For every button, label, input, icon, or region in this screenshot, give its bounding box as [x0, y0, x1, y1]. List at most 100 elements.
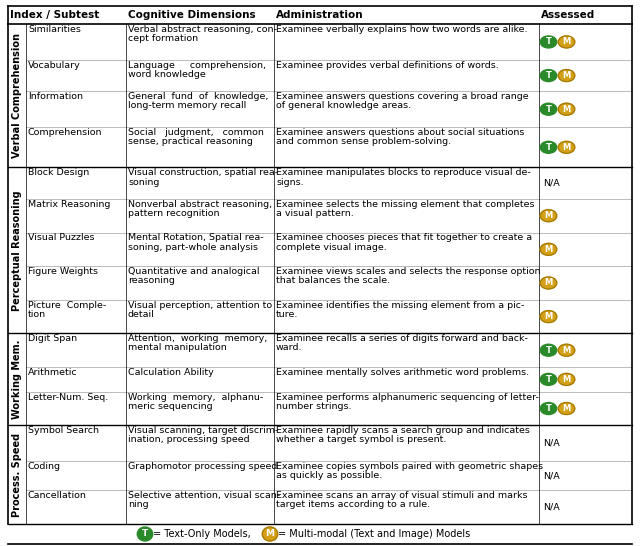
Text: Symbol Search: Symbol Search — [28, 426, 99, 435]
Text: Calculation Ability: Calculation Ability — [128, 368, 214, 377]
Text: Matrix Reasoning: Matrix Reasoning — [28, 200, 110, 209]
Ellipse shape — [540, 277, 557, 289]
Text: a visual pattern.: a visual pattern. — [276, 209, 354, 218]
Ellipse shape — [540, 210, 557, 222]
Text: Examinee performs alphanumeric sequencing of letter-: Examinee performs alphanumeric sequencin… — [276, 393, 539, 402]
Text: M: M — [563, 375, 571, 384]
Text: Selective attention, visual scan-: Selective attention, visual scan- — [128, 491, 280, 500]
Ellipse shape — [558, 36, 575, 48]
Ellipse shape — [558, 141, 575, 153]
Text: M: M — [545, 211, 552, 220]
Text: N/A: N/A — [543, 503, 560, 512]
Text: Examinee scans an array of visual stimuli and marks: Examinee scans an array of visual stimul… — [276, 491, 527, 500]
Text: Information: Information — [28, 92, 83, 101]
Text: Examinee selects the missing element that completes: Examinee selects the missing element tha… — [276, 200, 534, 209]
Text: reasoning: reasoning — [128, 276, 175, 285]
Text: General  fund  of  knowledge,: General fund of knowledge, — [128, 92, 268, 101]
Text: Examinee rapidly scans a search group and indicates: Examinee rapidly scans a search group an… — [276, 426, 530, 435]
Text: soning: soning — [128, 177, 159, 187]
Text: Index / Subtest: Index / Subtest — [10, 10, 99, 20]
Text: Verbal Comprehension: Verbal Comprehension — [12, 33, 22, 158]
Ellipse shape — [558, 69, 575, 81]
Text: ward.: ward. — [276, 343, 303, 353]
Text: detail: detail — [128, 310, 155, 319]
Text: M: M — [563, 38, 571, 46]
Text: sense, practical reasoning: sense, practical reasoning — [128, 137, 253, 146]
Text: Block Design: Block Design — [28, 168, 89, 177]
Text: complete visual image.: complete visual image. — [276, 242, 387, 252]
Ellipse shape — [540, 311, 557, 323]
Text: N/A: N/A — [543, 439, 560, 448]
Text: T: T — [545, 375, 552, 384]
Text: Examinee provides verbal definitions of words.: Examinee provides verbal definitions of … — [276, 61, 499, 70]
Text: Graphomotor processing speed: Graphomotor processing speed — [128, 462, 277, 471]
Text: Examinee identifies the missing element from a pic-: Examinee identifies the missing element … — [276, 301, 524, 310]
Text: Examinee chooses pieces that fit together to create a: Examinee chooses pieces that fit togethe… — [276, 234, 532, 242]
Text: M: M — [563, 346, 571, 355]
Text: Examinee answers questions about social situations: Examinee answers questions about social … — [276, 128, 524, 137]
Text: Letter-Num. Seq.: Letter-Num. Seq. — [28, 393, 108, 402]
Text: Examinee recalls a series of digits forward and back-: Examinee recalls a series of digits forw… — [276, 334, 528, 343]
Text: N/A: N/A — [543, 471, 560, 480]
Text: Social   judgment,   common: Social judgment, common — [128, 128, 264, 137]
Text: Working  memory,  alphanu-: Working memory, alphanu- — [128, 393, 263, 402]
Text: T: T — [545, 105, 552, 114]
Text: Examinee mentally solves arithmetic word problems.: Examinee mentally solves arithmetic word… — [276, 368, 529, 377]
Text: pattern recognition: pattern recognition — [128, 209, 220, 218]
Text: Visual perception, attention to: Visual perception, attention to — [128, 301, 272, 310]
Text: number strings.: number strings. — [276, 402, 351, 411]
Ellipse shape — [558, 344, 575, 356]
Text: Administration: Administration — [276, 10, 364, 20]
Text: Mental Rotation, Spatial rea-: Mental Rotation, Spatial rea- — [128, 234, 264, 242]
Text: Examinee copies symbols paired with geometric shapes: Examinee copies symbols paired with geom… — [276, 462, 543, 471]
Text: ning: ning — [128, 501, 148, 509]
Text: ture.: ture. — [276, 310, 298, 319]
Text: N/A: N/A — [543, 179, 560, 188]
Text: M: M — [545, 278, 552, 287]
Text: signs.: signs. — [276, 177, 303, 187]
Text: T: T — [545, 143, 552, 152]
Text: Perceptual Reasoning: Perceptual Reasoning — [12, 190, 22, 311]
Text: = Text-Only Models,: = Text-Only Models, — [154, 529, 251, 539]
Text: Examinee answers questions covering a broad range: Examinee answers questions covering a br… — [276, 92, 529, 101]
Text: M: M — [563, 71, 571, 80]
Text: cept formation: cept formation — [128, 34, 198, 43]
Text: Examinee views scales and selects the response option: Examinee views scales and selects the re… — [276, 267, 541, 276]
Ellipse shape — [262, 527, 278, 541]
Text: M: M — [545, 312, 552, 321]
Ellipse shape — [558, 103, 575, 115]
Text: that balances the scale.: that balances the scale. — [276, 276, 390, 285]
Text: meric sequencing: meric sequencing — [128, 402, 212, 411]
Text: tion: tion — [28, 310, 46, 319]
Text: Attention,  working  memory,: Attention, working memory, — [128, 334, 268, 343]
Text: Visual scanning, target discrim-: Visual scanning, target discrim- — [128, 426, 278, 435]
Ellipse shape — [540, 402, 557, 414]
Ellipse shape — [540, 103, 557, 115]
Text: Picture  Comple-: Picture Comple- — [28, 301, 106, 310]
Text: Visual Puzzles: Visual Puzzles — [28, 234, 95, 242]
Text: mental manipulation: mental manipulation — [128, 343, 227, 353]
Text: and common sense problem-solving.: and common sense problem-solving. — [276, 137, 451, 146]
Text: Language     comprehension,: Language comprehension, — [128, 61, 266, 70]
Text: Similarities: Similarities — [28, 25, 81, 34]
Text: T: T — [545, 38, 552, 46]
Text: word knowledge: word knowledge — [128, 70, 205, 79]
Text: Digit Span: Digit Span — [28, 334, 77, 343]
Text: Nonverbal abstract reasoning,: Nonverbal abstract reasoning, — [128, 200, 272, 209]
Text: Figure Weights: Figure Weights — [28, 267, 98, 276]
Ellipse shape — [138, 527, 153, 541]
Ellipse shape — [540, 141, 557, 153]
Text: Working Mem.: Working Mem. — [12, 340, 22, 419]
Text: whether a target symbol is present.: whether a target symbol is present. — [276, 435, 446, 444]
Text: T: T — [545, 71, 552, 80]
Text: of general knowledge areas.: of general knowledge areas. — [276, 102, 411, 110]
Text: Process. Speed: Process. Speed — [12, 432, 22, 517]
Text: Cancellation: Cancellation — [28, 491, 87, 500]
Text: Arithmetic: Arithmetic — [28, 368, 77, 377]
Text: soning, part-whole analysis: soning, part-whole analysis — [128, 242, 258, 252]
Text: Vocabulary: Vocabulary — [28, 61, 81, 70]
Text: T: T — [545, 346, 552, 355]
Text: target items according to a rule.: target items according to a rule. — [276, 501, 430, 509]
Ellipse shape — [540, 344, 557, 356]
Ellipse shape — [558, 373, 575, 385]
